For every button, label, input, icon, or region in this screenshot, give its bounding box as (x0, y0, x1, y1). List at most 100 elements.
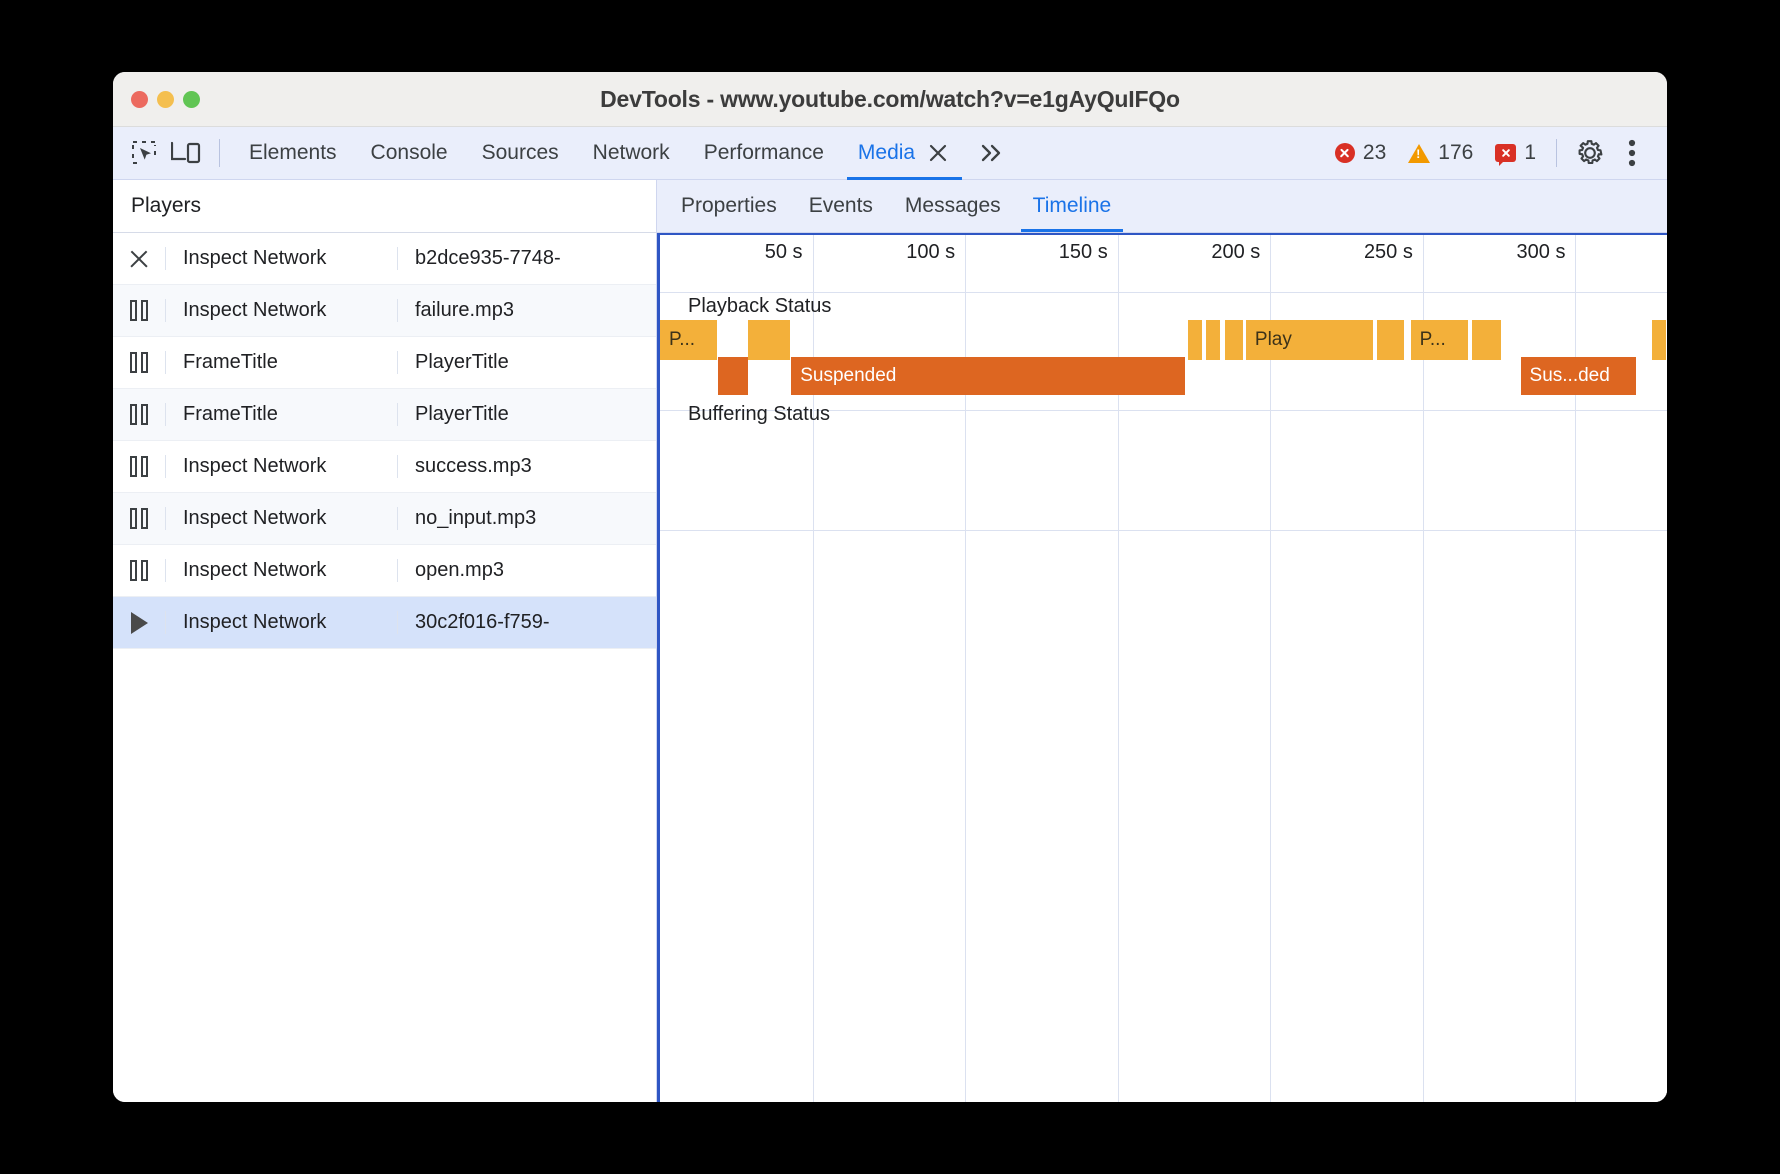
axis-tick-label: 150 s (1058, 241, 1108, 263)
timeline-event-bar[interactable]: P... (1410, 320, 1469, 360)
error-counter[interactable]: 23 (1327, 134, 1394, 172)
tab-media-label: Media (857, 141, 916, 164)
issue-counter[interactable]: 1 (1487, 134, 1544, 172)
tab-sources[interactable]: Sources (465, 127, 576, 180)
axis-tick-label: 250 s (1363, 241, 1413, 263)
maximize-window-button[interactable] (183, 90, 200, 108)
timeline-event-bar[interactable] (1471, 320, 1503, 360)
timeline-event-bar[interactable] (1651, 320, 1667, 360)
window-titlebar: DevTools - www.youtube.com/watch?v=e1gAy… (113, 72, 1667, 127)
toolbar-divider-2 (1556, 139, 1557, 167)
tab-network-label: Network (592, 141, 670, 164)
player-name: PlayerTitle (397, 403, 656, 426)
detail-pane: Properties Events Messages Timeline 50 s… (657, 180, 1667, 1102)
tab-timeline[interactable]: Timeline (1017, 180, 1128, 232)
timeline-event-bar[interactable] (1187, 320, 1204, 360)
warning-counter[interactable]: 176 (1400, 134, 1481, 172)
timeline-event-bar[interactable]: Suspended (791, 357, 960, 395)
track-label: Playback Status (688, 295, 832, 317)
pause-icon[interactable] (113, 352, 165, 373)
list-item[interactable]: FrameTitle PlayerTitle (113, 389, 656, 441)
pause-icon[interactable] (113, 560, 165, 581)
pause-icon[interactable] (113, 300, 165, 321)
list-item-selected[interactable]: Inspect Network 30c2f016-f759- (113, 597, 656, 649)
warning-count: 176 (1438, 141, 1474, 164)
list-item[interactable]: Inspect Network failure.mp3 (113, 285, 656, 337)
axis-tick-label: 200 s (1211, 241, 1261, 263)
timeline-event-bar[interactable] (1233, 320, 1244, 360)
minimize-window-button[interactable] (157, 90, 174, 108)
tab-properties[interactable]: Properties (665, 180, 793, 232)
panel-tabs: Elements Console Sources Network Perform… (232, 127, 1010, 180)
gridline (1422, 235, 1424, 1102)
player-frame-title: Inspect Network (165, 611, 397, 634)
timeline-event-bar[interactable] (1206, 320, 1222, 360)
tab-performance-label: Performance (703, 141, 824, 164)
list-item[interactable]: Inspect Network open.mp3 (113, 545, 656, 597)
tab-events[interactable]: Events (793, 180, 889, 232)
player-name: open.mp3 (397, 559, 656, 582)
player-frame-title: FrameTitle (165, 403, 397, 426)
tab-media[interactable]: Media (841, 127, 968, 180)
grid-rule (660, 292, 1667, 293)
tab-elements-label: Elements (249, 141, 337, 164)
list-item[interactable]: FrameTitle PlayerTitle (113, 337, 656, 389)
pause-icon[interactable] (113, 508, 165, 529)
tab-messages[interactable]: Messages (889, 180, 1017, 232)
grid-rule (660, 530, 1667, 531)
kebab-menu-icon[interactable] (1611, 132, 1653, 174)
tab-console[interactable]: Console (354, 127, 465, 180)
warning-icon (1408, 143, 1431, 163)
timeline-event-bar[interactable]: P... (660, 320, 718, 360)
list-item[interactable]: Inspect Network no_input.mp3 (113, 493, 656, 545)
error-icon (1334, 143, 1355, 163)
tab-performance[interactable]: Performance (687, 127, 841, 180)
player-frame-title: Inspect Network (165, 507, 397, 530)
track-label: Buffering Status (688, 403, 830, 425)
players-pane: Players Inspect Network b2dce935-7748- I… (113, 180, 657, 1102)
device-toolbar-icon[interactable] (165, 132, 207, 174)
traffic-lights (131, 72, 200, 126)
pause-icon[interactable] (113, 404, 165, 425)
tab-messages-label: Messages (904, 194, 1001, 217)
issue-icon (1495, 144, 1517, 166)
tab-elements[interactable]: Elements (232, 127, 354, 180)
player-name: PlayerTitle (397, 351, 656, 374)
close-icon[interactable] (925, 140, 951, 166)
player-name: 30c2f016-f759- (397, 611, 656, 634)
players-header: Players (113, 180, 656, 233)
close-window-button[interactable] (131, 90, 148, 108)
toolbar-divider (219, 139, 220, 167)
tab-sources-label: Sources (481, 141, 559, 164)
close-x-icon[interactable] (113, 248, 165, 270)
issue-count: 1 (1524, 141, 1536, 164)
pause-icon[interactable] (113, 456, 165, 477)
player-frame-title: Inspect Network (165, 559, 397, 582)
player-name: no_input.mp3 (397, 507, 656, 530)
window-title: DevTools - www.youtube.com/watch?v=e1gAy… (600, 85, 1180, 112)
timeline-event-bar[interactable] (748, 320, 792, 360)
timeline-event-bar[interactable] (959, 357, 1185, 395)
devtools-window: DevTools - www.youtube.com/watch?v=e1gAy… (113, 72, 1667, 1102)
devtools-toolbar: Elements Console Sources Network Perform… (113, 127, 1667, 180)
timeline-event-bar[interactable]: Play (1245, 320, 1375, 360)
list-item[interactable]: Inspect Network success.mp3 (113, 441, 656, 493)
play-icon[interactable] (113, 611, 165, 634)
axis-tick-label: 50 s (764, 241, 803, 263)
timeline-event-bar[interactable] (717, 357, 749, 395)
player-name: success.mp3 (397, 455, 656, 478)
tab-network[interactable]: Network (576, 127, 687, 180)
list-item[interactable]: Inspect Network b2dce935-7748- (113, 233, 656, 285)
gear-icon[interactable] (1569, 132, 1611, 174)
media-timeline[interactable]: 50 s 100 s 150 s 200 s 250 s 300 s Playback S… (657, 233, 1667, 1102)
timeline-event-bar[interactable]: Sus...ded (1520, 357, 1637, 395)
more-tabs-icon[interactable] (972, 134, 1010, 172)
tab-events-label: Events (808, 194, 873, 217)
player-frame-title: FrameTitle (165, 351, 397, 374)
timeline-event-bar[interactable] (1377, 320, 1405, 360)
player-frame-title: Inspect Network (165, 247, 397, 270)
gridline (1270, 235, 1272, 1102)
inspect-element-icon[interactable] (123, 132, 165, 174)
player-name: failure.mp3 (397, 299, 656, 322)
